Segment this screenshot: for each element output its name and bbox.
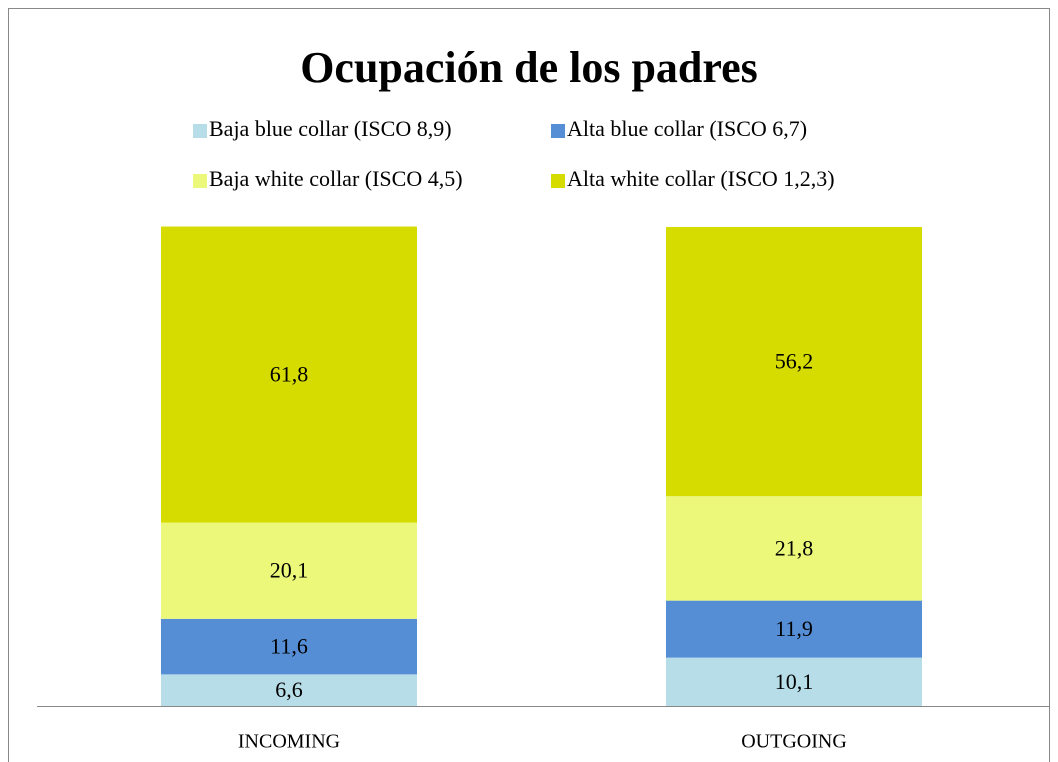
legend-label: Alta blue collar (ISCO 6,7) — [567, 116, 807, 141]
bar-segment — [666, 227, 922, 497]
data-label: 11,6 — [270, 634, 308, 659]
bar-segment — [666, 496, 922, 601]
legend-label: Alta white collar (ISCO 1,2,3) — [567, 166, 835, 191]
data-label: 10,1 — [775, 669, 814, 694]
data-label: 20,1 — [270, 558, 309, 583]
data-label: 11,9 — [775, 616, 813, 641]
data-label: 56,2 — [775, 349, 814, 374]
data-label: 61,8 — [270, 362, 309, 387]
legend-swatch — [551, 174, 565, 188]
legend-label: Baja blue collar (ISCO 8,9) — [209, 116, 452, 141]
legend-swatch — [193, 124, 207, 138]
x-tick-label: OUTGOING — [741, 731, 847, 753]
bar-segment — [161, 522, 417, 619]
legend-label: Baja white collar (ISCO 4,5) — [209, 166, 463, 191]
legend-swatch — [551, 124, 565, 138]
chart-title: Ocupación de los padres — [300, 43, 758, 92]
bar-segment — [666, 657, 922, 706]
data-label: 21,8 — [775, 535, 814, 560]
bar-segment — [161, 618, 417, 675]
x-tick-label: INCOMING — [238, 731, 340, 753]
bar-segment — [161, 226, 417, 523]
bar-segment — [666, 600, 922, 658]
legend-swatch — [193, 174, 207, 188]
data-label: 6,6 — [275, 677, 303, 702]
bar-segment — [161, 674, 417, 706]
